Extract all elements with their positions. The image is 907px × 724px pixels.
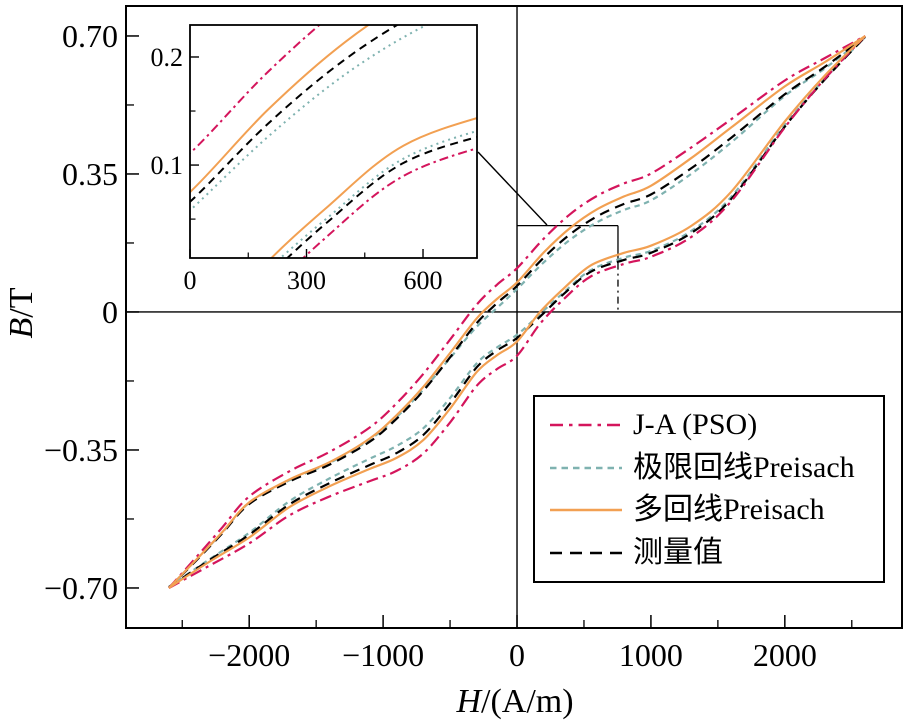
y-tick-label: −0.35 <box>44 432 118 468</box>
curve-limit_preisach-lower <box>168 36 866 588</box>
x-tick-label: −2000 <box>208 637 290 673</box>
inset-border <box>189 24 478 259</box>
x-tick-label: 0 <box>509 637 525 673</box>
x-tick-label: 2000 <box>753 637 817 673</box>
inset-y-tick-label: 0.1 <box>151 151 184 180</box>
y-tick-label: −0.70 <box>44 570 118 606</box>
y-tick-label: 0.35 <box>62 156 118 192</box>
legend-item-measured: 测量值 <box>548 538 883 568</box>
axis-ticks <box>126 35 853 628</box>
inset-x-tick-label: 600 <box>404 266 443 295</box>
x-axis-title: H/(A/m) <box>455 683 573 720</box>
curve-ja_pso-upper <box>168 35 866 589</box>
axis-tick-labels: −2000 −1000 0 1000 2000 0.70 0.35 0 −0.35 −0.70 <box>44 18 817 673</box>
plot-frame <box>125 5 903 629</box>
y-axis-title: B/T <box>3 287 40 338</box>
legend-line-limit-preisach <box>550 466 622 469</box>
plot-border <box>125 5 903 629</box>
inner-axes <box>126 6 902 628</box>
legend-item-limit-preisach: 极限回线Preisach <box>548 450 883 484</box>
curve-measured-upper <box>168 35 866 589</box>
x-tick-label: 1000 <box>619 637 683 673</box>
y-tick-label: 0 <box>102 294 118 330</box>
legend: J-A (PSO) 极限回线Preisach 多回线Preisach 测量值 <box>533 395 885 583</box>
connector-line <box>477 151 548 226</box>
legend-line-multi-preisach <box>550 509 622 512</box>
legend-label-ja-pso: J-A (PSO) <box>633 407 758 441</box>
legend-line-ja-pso <box>550 423 622 427</box>
legend-line-measured <box>550 551 622 555</box>
curve-measured-lower <box>168 36 866 589</box>
curve-multi_preisach-lower <box>168 35 866 589</box>
legend-item-multi-preisach: 多回线Preisach <box>548 495 883 525</box>
curve-multi_preisach-upper <box>168 35 866 589</box>
inset-y-tick-label: 0.2 <box>151 43 184 72</box>
legend-label-limit-preisach: 极限回线Preisach <box>633 450 855 484</box>
curve-ja_pso-lower <box>168 35 866 589</box>
inset-connector-line <box>477 151 548 226</box>
y-tick-label: 0.70 <box>62 18 118 54</box>
main-curves <box>168 35 866 589</box>
x-tick-label: −1000 <box>342 637 424 673</box>
inset-x-tick-label: 300 <box>287 266 326 295</box>
zoom-region-indicator <box>517 224 619 312</box>
legend-label-multi-preisach: 多回线Preisach <box>633 493 825 527</box>
legend-item-ja-pso: J-A (PSO) <box>548 407 883 441</box>
inset-x-tick-label: 0 <box>184 266 197 295</box>
inset-background <box>190 25 477 258</box>
legend-label-measured: 测量值 <box>633 536 723 570</box>
